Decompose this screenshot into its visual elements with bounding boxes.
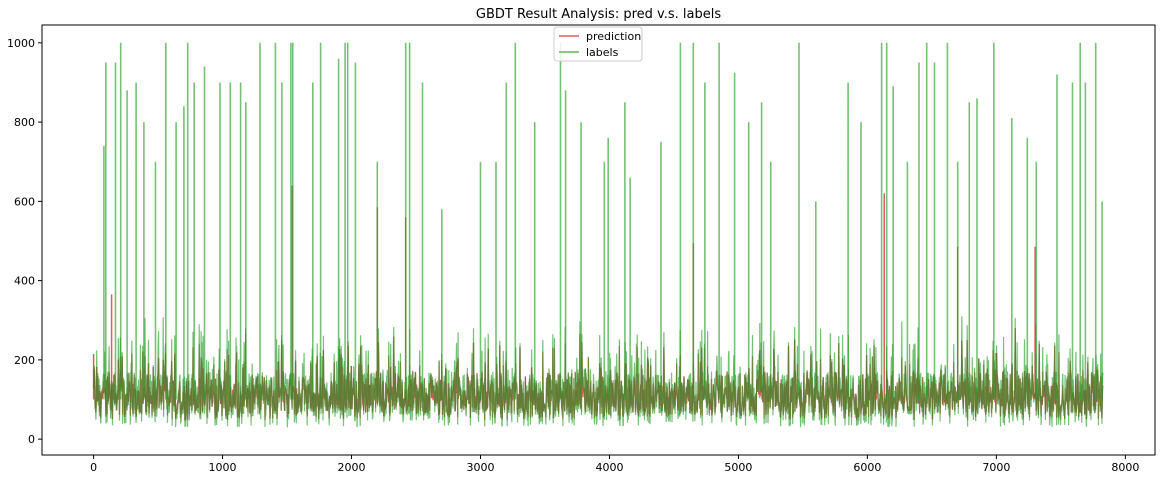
- x-tick-label: 1000: [209, 461, 237, 474]
- series-labels-peaks: [103, 42, 1103, 400]
- x-tick-label: 6000: [853, 461, 881, 474]
- axes: 0 1000 2000 3000 4000 5000 6000 7000 8000 0 200 400…: [7, 24, 1156, 474]
- y-tick-label: 0: [28, 433, 35, 446]
- x-tick-label: 4000: [595, 461, 623, 474]
- legend-label-prediction: prediction: [586, 30, 641, 43]
- plot-area: [92, 42, 1104, 428]
- y-tick-label: 400: [14, 275, 35, 288]
- x-tick-label: 2000: [338, 461, 366, 474]
- x-tick-label: 7000: [982, 461, 1010, 474]
- y-tick-label: 800: [14, 116, 35, 129]
- x-tick-label: 3000: [466, 461, 494, 474]
- series-overlap-line: [93, 328, 1104, 422]
- series-overlap: [93, 328, 1104, 422]
- y-tick-label: 600: [14, 195, 35, 208]
- x-tick-label: 0: [90, 461, 97, 474]
- x-tick-label: 8000: [1111, 461, 1139, 474]
- series-labels: [93, 42, 1104, 428]
- y-tick-label: 200: [14, 354, 35, 367]
- legend: prediction labels: [553, 26, 643, 62]
- legend-label-labels: labels: [586, 46, 619, 59]
- chart-title: GBDT Result Analysis: pred v.s. labels: [476, 7, 721, 22]
- y-tick-label: 1000: [7, 37, 35, 50]
- axes-frame: [41, 24, 1156, 456]
- x-tick-label: 5000: [724, 461, 752, 474]
